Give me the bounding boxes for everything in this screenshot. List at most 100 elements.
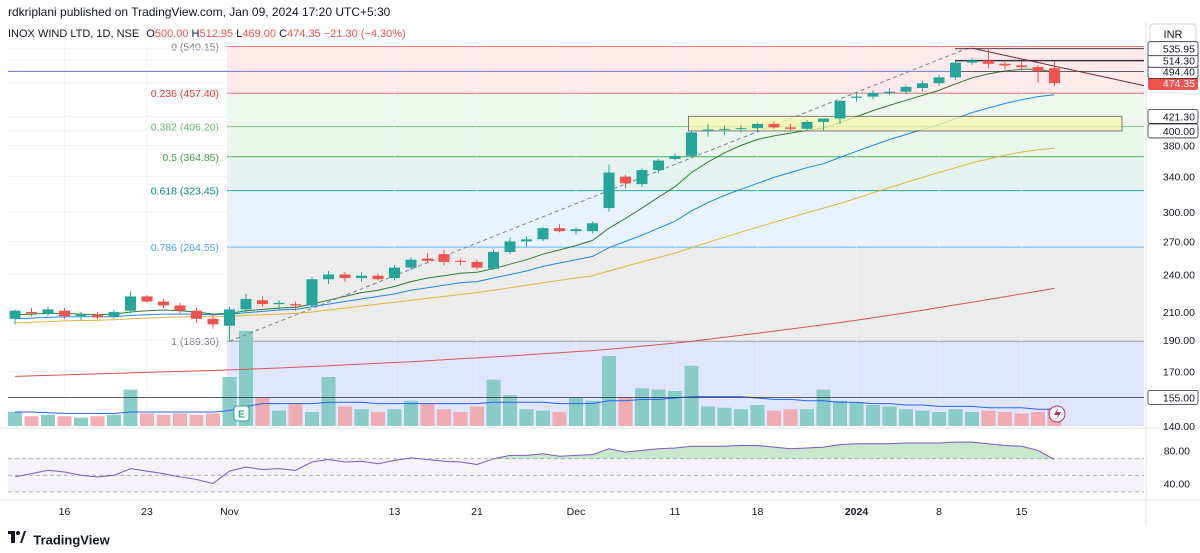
- volume-bar: [57, 416, 72, 426]
- ema-slow-line: [14, 147, 1055, 324]
- volume-bar: [701, 406, 715, 426]
- dashed-trendline: [229, 46, 973, 342]
- candle-body: [653, 160, 664, 171]
- footer: TradingView: [0, 526, 1200, 553]
- volume-bars: [8, 330, 1062, 426]
- candle-body: [356, 275, 367, 279]
- tradingview-logo-icon[interactable]: [8, 526, 26, 553]
- candle-body: [75, 314, 87, 317]
- price-tick-label: 170.00: [1163, 366, 1195, 378]
- candle-body: [1016, 65, 1027, 68]
- volume-bar: [915, 410, 930, 426]
- change-value: −21.30 (−4.30%): [323, 28, 406, 40]
- candle-body: [785, 127, 796, 129]
- volume-bar: [635, 388, 649, 426]
- candle-body: [108, 312, 120, 317]
- open-label: O: [146, 28, 155, 40]
- brand-name[interactable]: TradingView: [33, 532, 110, 548]
- symbol-name: INOX WIND LTD, 1D, NSE: [8, 28, 140, 40]
- volume-bar: [734, 409, 748, 426]
- price-tag-box: [1147, 123, 1199, 139]
- volume-bar: [569, 398, 583, 426]
- fib-label-0.382: 0.382 (406.20): [151, 122, 219, 134]
- price-chart[interactable]: 0 (540.15) 0.236 (457.40) 0.382 (406.20) 0.…: [0, 0, 1200, 526]
- time-axis[interactable]: 16 23 Nov 13 21 Dec 11 18 2024 8 15: [0, 499, 1200, 518]
- candle-body: [92, 314, 103, 318]
- volume-bar: [552, 412, 567, 426]
- volume-bar: [833, 400, 847, 426]
- volume-bar: [173, 413, 187, 426]
- fibonacci-retracement[interactable]: 0 (540.15) 0.236 (457.40) 0.382 (406.20) 0.…: [151, 42, 1144, 426]
- time-tick-label: Dec: [567, 506, 586, 518]
- low-label: L: [236, 28, 243, 40]
- volume-bar: [41, 414, 55, 426]
- candle-body: [207, 318, 219, 325]
- volume-bar: [1014, 413, 1029, 426]
- price-tick-label: 190.00: [1163, 335, 1195, 347]
- high-value: 512.95: [199, 28, 234, 40]
- candle-body: [983, 60, 994, 64]
- high-label: H: [191, 28, 200, 40]
- rsi-line: [14, 441, 1055, 485]
- time-tick-label: 23: [141, 506, 153, 518]
- candle-body: [158, 301, 169, 306]
- candle-body: [752, 123, 763, 129]
- candle-body: [488, 252, 499, 269]
- candle-body: [257, 300, 268, 305]
- candle-body: [240, 298, 252, 310]
- price-tick-label: 155.00: [1163, 392, 1195, 404]
- candle-body: [603, 172, 615, 209]
- price-tick-label: 421.30: [1163, 111, 1195, 123]
- price-axis[interactable]: INR 140.00 155.00 170.00 190.00 210.00 240.00 2…: [1145, 22, 1199, 526]
- dividend-marker-icon: [1048, 405, 1066, 423]
- volume-bar: [998, 412, 1012, 426]
- candle-body: [636, 170, 648, 185]
- candle-body: [339, 274, 351, 279]
- rsi-pane[interactable]: [0, 427, 1200, 493]
- candle-body: [9, 310, 21, 319]
- consolidation-box: [688, 115, 1123, 132]
- price-tick-label: 400.00: [1163, 126, 1195, 138]
- fib-label-0.236: 0.236 (457.40): [151, 88, 219, 100]
- volume-bar: [899, 409, 913, 426]
- price-tick-label: 380.00: [1163, 140, 1195, 152]
- volume-bar: [800, 409, 814, 426]
- volume-bar: [767, 410, 781, 426]
- price-tick-label: 514.30: [1163, 55, 1195, 67]
- volume-bar: [816, 389, 831, 426]
- candle-body: [405, 259, 417, 268]
- volume-bar: [651, 389, 666, 426]
- candle-body: [702, 129, 714, 131]
- candle-body: [917, 83, 928, 89]
- candle-body: [587, 223, 598, 232]
- low-value: 469.00: [242, 28, 276, 40]
- price-tick-label: 474.35: [1163, 78, 1195, 90]
- candle-body: [950, 62, 961, 78]
- price-tick-label: 535.95: [1163, 44, 1195, 56]
- candle-body: [554, 228, 565, 232]
- volume-bar: [849, 402, 864, 426]
- time-tick-label: 8: [936, 506, 942, 518]
- candle-body: [59, 310, 70, 317]
- fib-label-0: 0 (540.15): [171, 42, 219, 54]
- candle-body: [768, 123, 780, 128]
- candle-body: [438, 254, 450, 262]
- volume-bar: [272, 410, 286, 426]
- time-tick-label: Nov: [220, 506, 239, 518]
- candle-body: [504, 241, 516, 253]
- volume-bar: [536, 410, 550, 426]
- candle-body: [620, 176, 631, 184]
- volume-bar: [932, 412, 946, 426]
- volume-bar: [668, 391, 682, 426]
- fib-zone-0: [227, 46, 1144, 94]
- volume-bar: [470, 406, 484, 426]
- price-tag-box: [1147, 389, 1199, 405]
- volume-bar: [486, 379, 501, 426]
- candle-body: [686, 132, 697, 156]
- volume-bar: [602, 356, 616, 426]
- volume-bar: [717, 407, 732, 426]
- drawings[interactable]: [8, 46, 1145, 398]
- candle-body: [735, 128, 747, 130]
- volume-bar: [519, 409, 534, 426]
- close-label: C: [279, 28, 288, 40]
